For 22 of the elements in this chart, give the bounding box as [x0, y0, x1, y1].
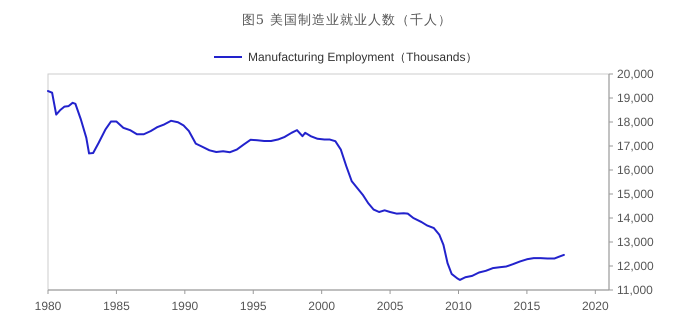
x-tick-label: 2000 [308, 299, 336, 313]
x-tick-label: 1990 [171, 299, 198, 313]
y-tick-label: 19,000 [617, 91, 654, 105]
line-series [47, 90, 565, 281]
x-tick-label: 1980 [34, 299, 62, 313]
x-tick-label: 1985 [103, 299, 130, 313]
chart-title: 图5 美国制造业就业人数（千人） [242, 12, 452, 28]
x-tick-label: 2010 [445, 299, 472, 313]
y-tick-label: 16,000 [617, 163, 654, 177]
y-tick-label: 15,000 [617, 187, 654, 201]
y-tick-label: 20,000 [617, 67, 654, 81]
y-tick-label: 14,000 [617, 211, 654, 225]
y-tick-label: 11,000 [617, 283, 654, 297]
x-tick-label: 2020 [582, 299, 609, 313]
x-tick-label: 2015 [514, 299, 541, 313]
legend-label: Manufacturing Employment（Thousands） [248, 50, 478, 64]
x-tick-label: 1995 [240, 299, 267, 313]
y-tick-label: 12,000 [617, 259, 654, 273]
y-tick-label: 13,000 [617, 235, 654, 249]
y-tick-label: 18,000 [617, 115, 654, 129]
x-tick-label: 2005 [376, 299, 404, 313]
y-tick-label: 17,000 [617, 139, 654, 153]
